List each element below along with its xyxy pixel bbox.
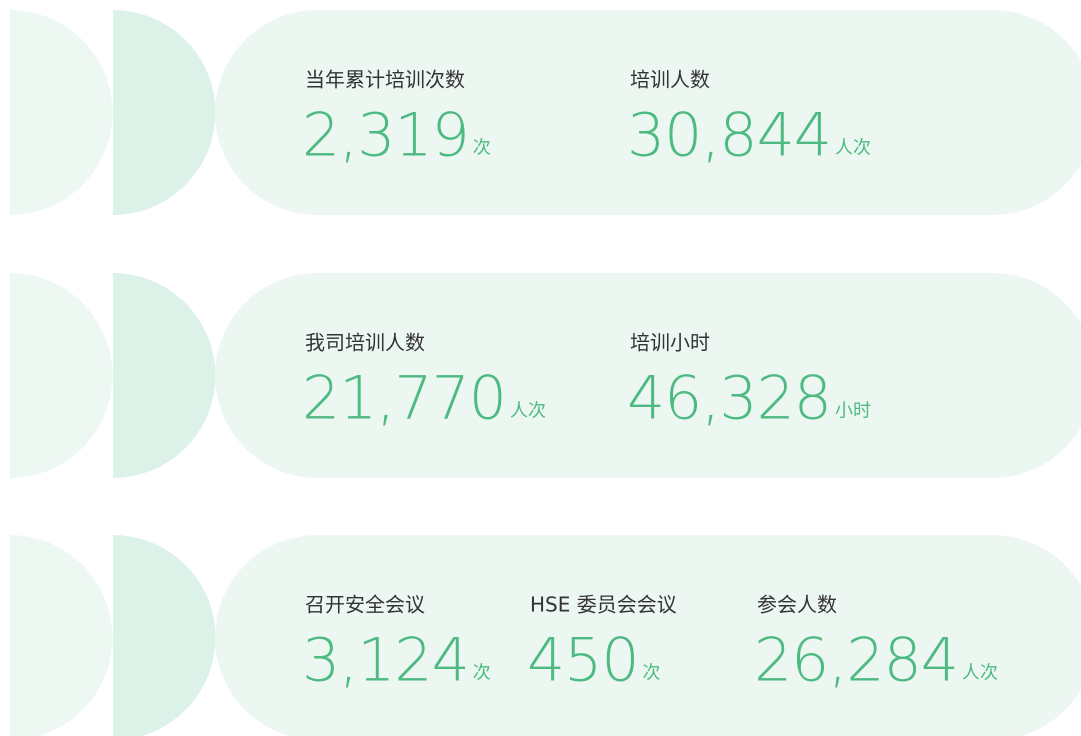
half-disc-light — [10, 273, 113, 478]
half-disc-light — [10, 535, 113, 736]
stat-unit: 人次 — [510, 401, 546, 422]
pill-card — [215, 273, 1081, 478]
stat-label: HSE 委员会会议 — [530, 593, 677, 617]
stat-unit: 小时 — [835, 401, 871, 422]
stat-unit: 次 — [643, 663, 661, 684]
stat-label: 当年累计培训次数 — [305, 68, 465, 92]
stat-unit: 次 — [473, 663, 491, 684]
stat-label: 召开安全会议 — [305, 593, 425, 617]
stat-unit: 次 — [473, 138, 491, 159]
stat-value: 2,319 — [302, 101, 469, 171]
pill-card — [215, 535, 1081, 736]
stat-value: 30,844 — [627, 101, 831, 171]
stat-value: 21,770 — [302, 364, 506, 434]
stat-value: 3,124 — [302, 626, 469, 696]
stat-label: 参会人数 — [757, 593, 837, 617]
stat-row: 我司培训人数 21,770 人次 培训小时 46,328 小时 — [10, 273, 1081, 478]
half-disc — [113, 273, 216, 478]
half-disc — [113, 10, 216, 215]
half-disc — [113, 535, 216, 736]
stat-value: 26,284 — [754, 626, 958, 696]
pill-card — [215, 10, 1081, 215]
stat-label: 培训人数 — [630, 68, 710, 92]
stat-unit: 人次 — [962, 663, 998, 684]
half-disc-light — [10, 10, 113, 215]
stat-value: 46,328 — [627, 364, 831, 434]
stat-label: 培训小时 — [630, 331, 710, 355]
stat-row: 当年累计培训次数 2,319 次 培训人数 30,844 人次 — [10, 10, 1081, 215]
stat-unit: 人次 — [835, 138, 871, 159]
stat-label: 我司培训人数 — [305, 331, 425, 355]
stat-value: 450 — [527, 626, 639, 696]
